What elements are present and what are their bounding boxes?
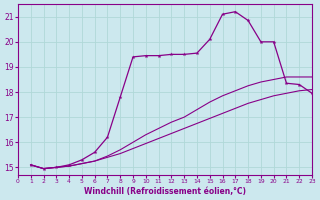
- X-axis label: Windchill (Refroidissement éolien,°C): Windchill (Refroidissement éolien,°C): [84, 187, 246, 196]
